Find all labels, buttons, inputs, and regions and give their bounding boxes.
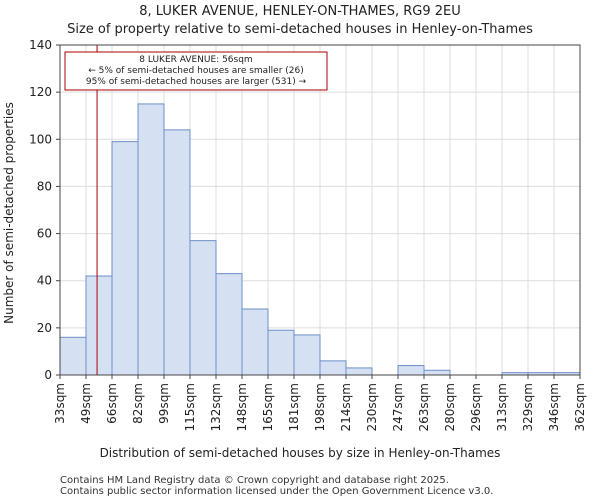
y-tick-label: 40 xyxy=(37,274,52,288)
y-tick-label: 0 xyxy=(44,368,52,382)
y-tick-label: 20 xyxy=(37,321,52,335)
histogram-bar xyxy=(267,329,295,376)
x-axis-label: Distribution of semi-detached houses by … xyxy=(100,446,501,460)
histogram-bar xyxy=(85,275,113,376)
y-tick-label: 140 xyxy=(29,38,52,52)
x-tick-label: 165sqm xyxy=(261,383,275,431)
histogram-bar xyxy=(293,334,321,376)
histogram-bar xyxy=(319,360,347,376)
histogram-bar xyxy=(137,103,165,376)
x-tick-label: 99sqm xyxy=(157,383,171,424)
x-tick-label: 33sqm xyxy=(53,383,67,424)
footer-line-2: Contains public sector information licen… xyxy=(60,486,493,497)
x-tick-label: 230sqm xyxy=(365,383,379,431)
x-tick-label: 132sqm xyxy=(209,383,223,431)
y-axis-ticks: 0 20 40 60 80 100 120 140 xyxy=(29,38,60,382)
x-tick-label: 296sqm xyxy=(469,383,483,431)
x-tick-label: 82sqm xyxy=(131,383,145,424)
x-tick-label: 181sqm xyxy=(287,383,301,431)
histogram-bar xyxy=(345,367,373,376)
x-tick-label: 66sqm xyxy=(105,383,119,424)
x-tick-label: 346sqm xyxy=(547,383,561,431)
y-tick-label: 120 xyxy=(29,85,52,99)
y-axis-label: Number of semi-detached properties xyxy=(2,102,16,324)
x-tick-label: 214sqm xyxy=(339,383,353,431)
chart-subtitle: Size of property relative to semi-detach… xyxy=(67,22,533,37)
x-tick-label: 148sqm xyxy=(235,383,249,431)
annotation-line-3: 95% of semi-detached houses are larger (… xyxy=(86,77,307,87)
histogram-bar xyxy=(423,369,451,376)
x-axis-ticks: 33sqm 49sqm 66sqm 82sqm 99sqm 115sqm 132sqm 148… xyxy=(53,375,587,431)
annotation-line-2: ← 5% of semi-detached houses are smaller… xyxy=(88,66,304,76)
x-tick-label: 198sqm xyxy=(313,383,327,431)
y-tick-label: 80 xyxy=(37,179,52,193)
x-tick-label: 313sqm xyxy=(495,383,509,431)
annotation-box: 8 LUKER AVENUE: 56sqm ← 5% of semi-detac… xyxy=(64,51,328,91)
footer-line-1: Contains HM Land Registry data © Crown c… xyxy=(60,475,449,486)
histogram-bar xyxy=(59,336,87,376)
annotation-line-1: 8 LUKER AVENUE: 56sqm xyxy=(139,55,252,65)
x-tick-label: 247sqm xyxy=(391,383,405,431)
annotation-frame xyxy=(64,51,328,91)
histogram-bar xyxy=(397,365,425,376)
histogram-bar xyxy=(241,308,269,376)
x-tick-label: 115sqm xyxy=(183,383,197,431)
y-tick-label: 100 xyxy=(29,132,52,146)
histogram-bar xyxy=(215,273,243,376)
x-tick-label: 263sqm xyxy=(417,383,431,431)
x-tick-label: 49sqm xyxy=(79,383,93,424)
histogram-bar xyxy=(111,141,139,376)
chart-title: 8, LUKER AVENUE, HENLEY-ON-THAMES, RG9 2… xyxy=(139,4,461,19)
bars xyxy=(59,103,581,376)
x-tick-label: 362sqm xyxy=(573,383,587,431)
x-tick-label: 329sqm xyxy=(521,383,535,431)
y-tick-label: 60 xyxy=(37,227,52,241)
histogram-bar xyxy=(189,240,217,376)
histogram-bar xyxy=(163,129,191,376)
x-tick-label: 280sqm xyxy=(443,383,457,431)
